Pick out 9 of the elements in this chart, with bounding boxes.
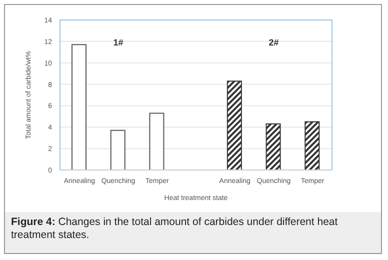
annotation: 2# — [268, 38, 279, 48]
bar — [226, 80, 242, 170]
annotation: 1# — [113, 38, 124, 48]
bar — [72, 44, 86, 170]
bar — [110, 130, 126, 170]
bar — [266, 123, 281, 170]
bar — [304, 121, 320, 170]
caption: Figure 4: Changes in the total amount of carbides under different heat treatment states. — [11, 216, 339, 242]
bar — [149, 112, 164, 170]
